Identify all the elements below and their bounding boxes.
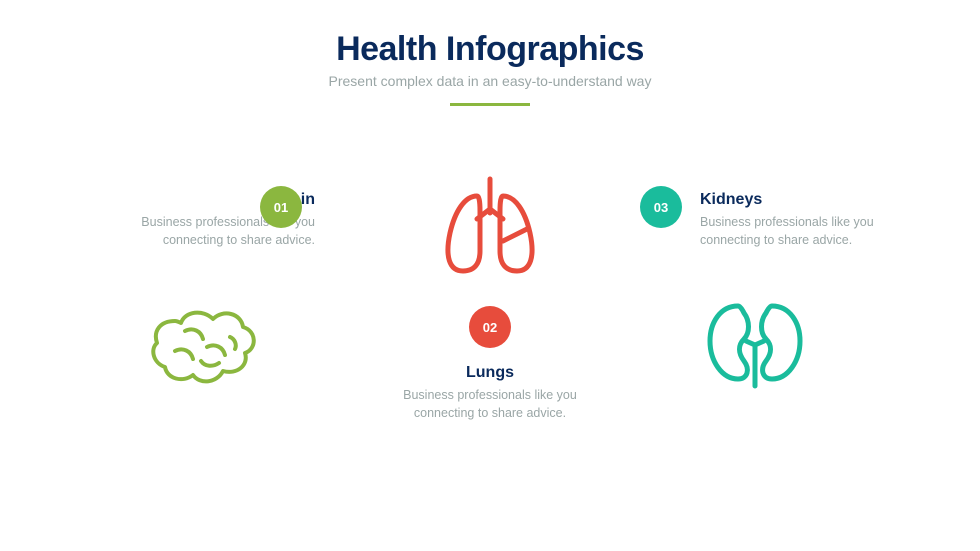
page-title: Health Infographics — [0, 30, 980, 69]
brain-icon — [145, 301, 265, 391]
kidneys-desc: Business professionals like you connecti… — [700, 213, 920, 249]
kidneys-title: Kidneys — [700, 191, 920, 209]
content-area: Brain Business professionals like you co… — [0, 116, 980, 536]
kidneys-icon — [700, 291, 810, 391]
title-underline — [450, 103, 530, 106]
lungs-desc: Business professionals like you connecti… — [380, 386, 600, 422]
header: Health Infographics Present complex data… — [0, 0, 980, 106]
lungs-title: Lungs — [380, 364, 600, 382]
lungs-number-badge: 02 — [469, 306, 511, 348]
lungs-number: 02 — [483, 320, 497, 335]
lungs-block: Lungs Business professionals like you co… — [380, 364, 600, 422]
lungs-icon — [435, 171, 545, 281]
brain-number-badge: 01 — [260, 186, 302, 228]
page-subtitle: Present complex data in an easy-to-under… — [0, 73, 980, 89]
kidneys-block: Kidneys Business professionals like you … — [700, 191, 920, 249]
kidneys-number-badge: 03 — [640, 186, 682, 228]
brain-number: 01 — [274, 200, 288, 215]
kidneys-number: 03 — [654, 200, 668, 215]
